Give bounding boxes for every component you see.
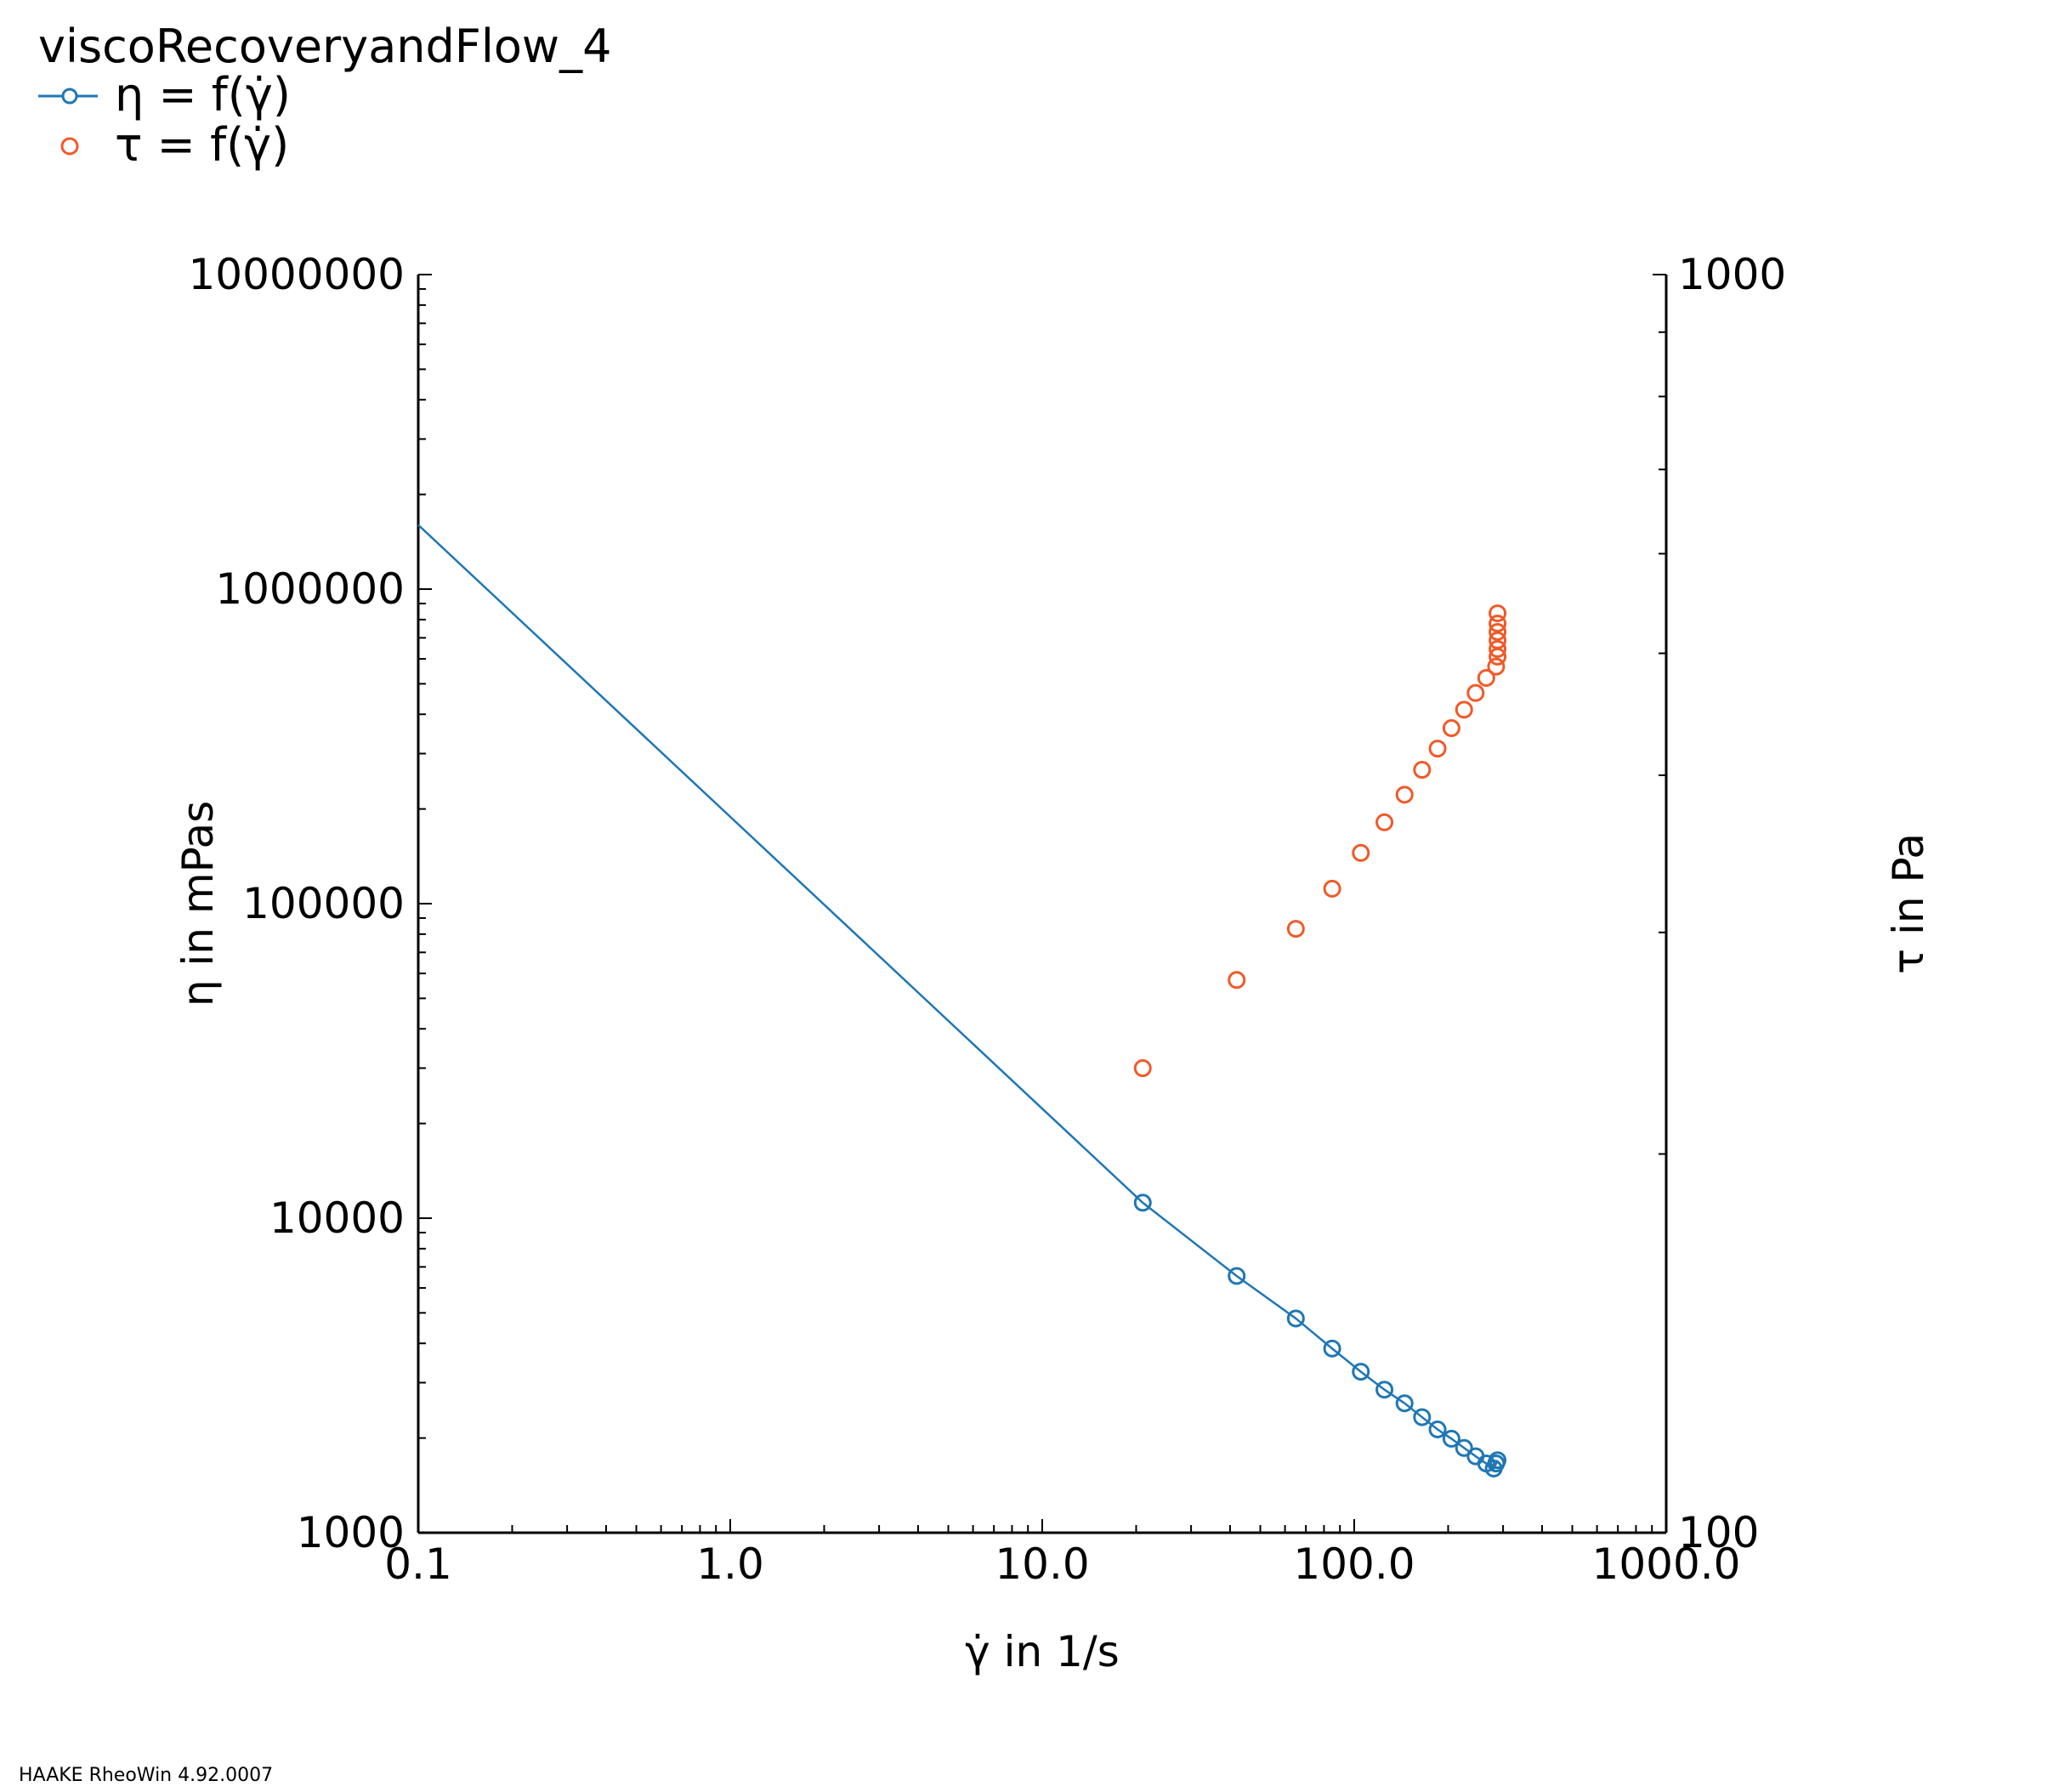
x-tick-label: 1000.0 bbox=[1592, 1540, 1741, 1589]
eta-extrapolation-line bbox=[417, 524, 1144, 1204]
ticks bbox=[417, 274, 1667, 1534]
series-eta bbox=[417, 524, 1507, 1477]
y-tick-label: 1000 bbox=[297, 1508, 405, 1557]
legend: viscoRecoveryandFlow_4 η = f(γ̇) τ = f(γ… bbox=[38, 20, 611, 172]
eta-point bbox=[1323, 1339, 1341, 1358]
y2-axis-title: τ in Pa bbox=[1884, 833, 1933, 974]
tau-point bbox=[1489, 615, 1507, 633]
y2-tick-label: 100 bbox=[1678, 1508, 1759, 1557]
eta-point bbox=[1395, 1394, 1414, 1413]
tau-point bbox=[1489, 604, 1507, 622]
tau-point bbox=[1228, 971, 1246, 990]
eta-point bbox=[1413, 1408, 1432, 1426]
tau-point bbox=[1428, 740, 1447, 758]
x-tick-label: 100.0 bbox=[1293, 1540, 1415, 1589]
tau-point bbox=[1323, 879, 1341, 898]
tau-point bbox=[1413, 761, 1432, 780]
tau-point bbox=[1489, 639, 1507, 658]
eta-point bbox=[1352, 1363, 1370, 1381]
software-version: HAAKE RheoWin 4.92.0007 bbox=[19, 1765, 273, 1786]
y-tick-label: 10000 bbox=[269, 1194, 405, 1243]
tau-point bbox=[1375, 813, 1394, 831]
tau-point bbox=[1466, 683, 1485, 702]
y2-tick-label: 1000 bbox=[1678, 250, 1786, 299]
x-tick-label: 0.1 bbox=[384, 1540, 452, 1589]
legend-marker-tau bbox=[60, 137, 79, 156]
eta-point bbox=[1133, 1194, 1152, 1212]
axes bbox=[417, 275, 1668, 1534]
eta-point bbox=[1489, 1451, 1507, 1470]
y-tick-label: 10000000 bbox=[189, 250, 405, 299]
legend-label-eta: η = f(γ̇) bbox=[115, 68, 291, 122]
tau-point bbox=[1133, 1059, 1152, 1078]
tick-labels: 0.1 1.0 10.0 100.0 1000.0 1000 10000 100000 1000… bbox=[189, 250, 1787, 1589]
legend-label-tau: τ = f(γ̇) bbox=[115, 118, 289, 172]
eta-point bbox=[1228, 1267, 1246, 1285]
x-tick-label: 1.0 bbox=[696, 1540, 764, 1589]
y-tick-label: 1000000 bbox=[215, 564, 405, 614]
x-tick-label: 10.0 bbox=[995, 1540, 1089, 1589]
tau-point bbox=[1395, 785, 1414, 804]
eta-point bbox=[1286, 1309, 1305, 1328]
series-tau bbox=[1133, 604, 1507, 1078]
tau-point bbox=[1487, 657, 1506, 676]
tau-point bbox=[1477, 668, 1495, 687]
legend-marker-eta bbox=[61, 88, 78, 105]
chart-title: viscoRecoveryandFlow_4 bbox=[38, 20, 611, 73]
eta-point bbox=[1375, 1381, 1394, 1399]
tau-point bbox=[1489, 622, 1507, 641]
tau-point bbox=[1455, 700, 1473, 719]
eta-point bbox=[1455, 1438, 1473, 1457]
eta-point bbox=[1428, 1420, 1447, 1438]
y-axis-title: η in mPas bbox=[173, 801, 223, 1007]
x-axis-title: γ̇ in 1/s bbox=[965, 1627, 1120, 1676]
y-tick-label: 100000 bbox=[242, 879, 405, 928]
tau-point bbox=[1442, 719, 1460, 738]
tau-point bbox=[1489, 631, 1507, 649]
tau-point bbox=[1286, 920, 1305, 939]
eta-point bbox=[1442, 1429, 1460, 1448]
tau-point bbox=[1352, 843, 1370, 862]
